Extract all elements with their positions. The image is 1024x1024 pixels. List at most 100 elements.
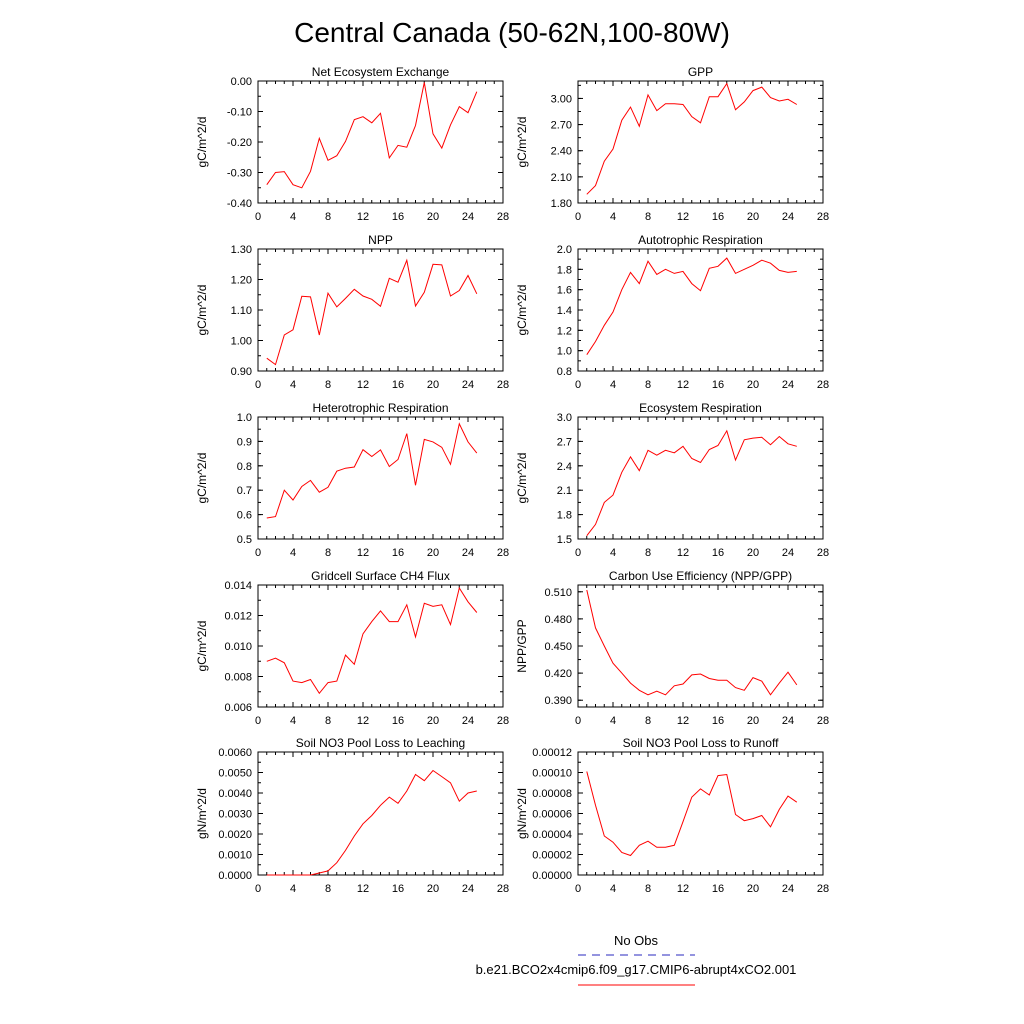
y-tick-label: 0.420 xyxy=(544,668,572,680)
series-line xyxy=(586,82,798,195)
series-line xyxy=(266,258,478,366)
panels-group: Net Ecosystem Exchange gC/m^2/d 0 4 8 12 16 20 2… xyxy=(195,65,829,895)
x-tick-label: 16 xyxy=(392,883,404,895)
x-tick-label: 24 xyxy=(462,547,474,559)
series-line xyxy=(266,769,477,876)
panel-title: Carbon Use Efficiency (NPP/GPP) xyxy=(609,569,792,583)
x-tick-label: 0 xyxy=(575,883,581,895)
panel-title: Ecosystem Respiration xyxy=(639,401,762,415)
y-tick-label: 0.510 xyxy=(544,587,572,599)
series-line xyxy=(266,586,478,695)
series-line xyxy=(586,257,797,355)
y-tick-label: 0.012 xyxy=(224,611,252,623)
x-tick-label: 28 xyxy=(817,715,829,727)
x-tick-label: 12 xyxy=(677,379,689,391)
x-tick-label: 16 xyxy=(392,211,404,223)
y-tick-label: 2.4 xyxy=(557,461,572,473)
x-tick-label: 28 xyxy=(497,715,509,727)
x-tick-label: 28 xyxy=(817,211,829,223)
y-tick-label: 0.010 xyxy=(224,641,252,653)
y-tick-label: 0.00010 xyxy=(532,768,572,780)
y-tick-label: 0.0020 xyxy=(218,829,252,841)
x-tick-label: 20 xyxy=(747,211,759,223)
x-tick-label: 28 xyxy=(497,547,509,559)
x-tick-label: 16 xyxy=(392,379,404,391)
x-tick-label: 12 xyxy=(357,379,369,391)
y-tick-label: -0.20 xyxy=(227,137,252,149)
panel-4: Autotrophic Respiration gC/m^2/d 0 4 8 12 16 20… xyxy=(515,233,829,391)
x-tick-label: 0 xyxy=(575,211,581,223)
legend-obs-label: No Obs xyxy=(614,933,659,948)
panel-1: Net Ecosystem Exchange gC/m^2/d 0 4 8 12 16 20 2… xyxy=(195,65,509,223)
x-tick-label: 24 xyxy=(782,715,794,727)
panel-title: Soil NO3 Pool Loss to Leaching xyxy=(296,736,465,750)
y-axis-label: gC/m^2/d xyxy=(515,453,529,504)
series-line xyxy=(586,589,798,696)
x-tick-label: 20 xyxy=(747,883,759,895)
x-tick-label: 12 xyxy=(357,547,369,559)
x-tick-label: 20 xyxy=(427,211,439,223)
y-tick-label: 1.8 xyxy=(557,264,572,276)
y-tick-label: 0.00006 xyxy=(532,809,572,821)
plot-frame xyxy=(257,80,504,204)
x-tick-label: 28 xyxy=(497,379,509,391)
x-tick-label: 12 xyxy=(357,715,369,727)
panel-title: Soil NO3 Pool Loss to Runoff xyxy=(623,736,780,750)
x-tick-label: 24 xyxy=(782,211,794,223)
y-tick-label: 0.006 xyxy=(224,702,252,714)
plot-frame xyxy=(257,751,504,876)
x-tick-label: 4 xyxy=(610,883,616,895)
y-tick-label: 0.9 xyxy=(237,436,252,448)
x-tick-label: 0 xyxy=(575,715,581,727)
x-tick-label: 16 xyxy=(392,715,404,727)
y-tick-label: 0.00008 xyxy=(532,788,572,800)
y-tick-label: 1.00 xyxy=(231,336,252,348)
x-tick-label: 20 xyxy=(747,715,759,727)
x-tick-label: 8 xyxy=(325,379,331,391)
panel-title: Gridcell Surface CH4 Flux xyxy=(311,569,450,583)
series-line xyxy=(586,771,798,857)
x-tick-label: 12 xyxy=(677,883,689,895)
y-tick-label: 0.8 xyxy=(557,366,572,378)
x-tick-label: 20 xyxy=(747,547,759,559)
x-tick-label: 16 xyxy=(712,547,724,559)
x-tick-label: 28 xyxy=(817,883,829,895)
x-tick-label: 16 xyxy=(392,547,404,559)
x-tick-label: 16 xyxy=(712,379,724,391)
x-tick-label: 28 xyxy=(497,211,509,223)
y-tick-label: 1.30 xyxy=(231,244,252,256)
y-axis-label: gC/m^2/d xyxy=(195,285,209,336)
y-tick-label: 1.5 xyxy=(557,534,572,546)
y-tick-label: 0.0060 xyxy=(218,747,252,759)
y-tick-label: 2.7 xyxy=(557,436,572,448)
x-tick-label: 8 xyxy=(645,211,651,223)
y-tick-label: 0.008 xyxy=(224,672,252,684)
y-tick-label: 0.90 xyxy=(231,366,252,378)
x-tick-label: 4 xyxy=(610,379,616,391)
y-axis-label: gN/m^2/d xyxy=(195,788,209,839)
y-tick-label: 0.00 xyxy=(231,76,252,88)
y-tick-label: 0.00000 xyxy=(532,870,572,882)
x-tick-label: 0 xyxy=(575,547,581,559)
x-tick-label: 28 xyxy=(817,547,829,559)
panel-3: NPP gC/m^2/d 0 4 8 12 16 20 24 28 0.90 1.00 1.10 1.20… xyxy=(195,233,509,391)
y-axis-label: gC/m^2/d xyxy=(195,117,209,168)
x-tick-label: 4 xyxy=(290,883,296,895)
x-tick-label: 16 xyxy=(712,211,724,223)
y-tick-label: 1.80 xyxy=(551,198,572,210)
y-axis-label: NPP/GPP xyxy=(515,619,529,672)
figure-title: Central Canada (50-62N,100-80W) xyxy=(294,17,730,48)
y-tick-label: 0.0050 xyxy=(218,768,252,780)
x-tick-label: 24 xyxy=(462,715,474,727)
series-line xyxy=(266,82,478,189)
y-tick-label: 2.0 xyxy=(557,244,572,256)
x-tick-label: 0 xyxy=(255,211,261,223)
y-tick-label: 1.6 xyxy=(557,285,572,297)
x-tick-label: 8 xyxy=(645,379,651,391)
x-tick-label: 28 xyxy=(497,883,509,895)
y-tick-label: 2.40 xyxy=(551,146,572,158)
y-axis-label: gC/m^2/d xyxy=(195,621,209,672)
x-tick-label: 16 xyxy=(712,715,724,727)
x-tick-label: 24 xyxy=(462,211,474,223)
